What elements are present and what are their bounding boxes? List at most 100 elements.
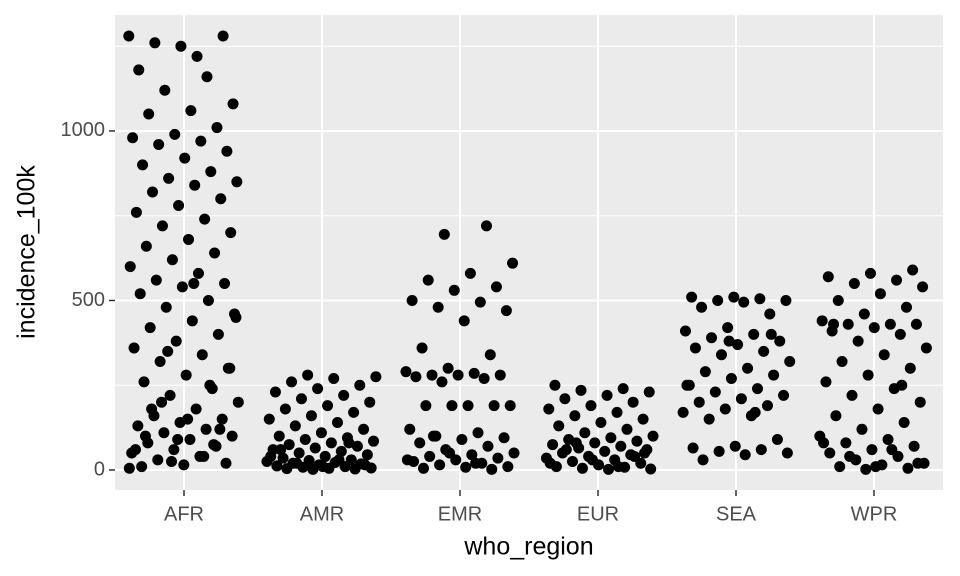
point	[414, 437, 426, 449]
point	[723, 335, 735, 347]
point	[842, 318, 854, 330]
point	[697, 454, 709, 466]
point	[136, 461, 148, 473]
point	[830, 410, 842, 422]
point	[154, 356, 166, 368]
point	[281, 463, 293, 475]
point	[852, 335, 864, 347]
point	[560, 444, 572, 456]
point	[226, 430, 238, 442]
point	[283, 439, 295, 451]
point	[544, 457, 556, 469]
point	[615, 440, 627, 452]
point	[912, 457, 924, 469]
point	[504, 400, 516, 412]
point	[361, 449, 373, 461]
point	[302, 369, 314, 381]
point	[404, 423, 416, 435]
point	[781, 447, 793, 459]
point	[359, 459, 371, 471]
point	[547, 439, 559, 451]
point	[543, 403, 555, 415]
point	[725, 372, 737, 384]
point	[722, 322, 734, 334]
point	[192, 267, 204, 279]
point	[416, 342, 428, 354]
point	[452, 369, 464, 381]
point	[140, 240, 152, 252]
point	[764, 308, 776, 320]
point	[569, 410, 581, 422]
point	[188, 278, 200, 290]
x-tick-label: AFR	[164, 503, 204, 525]
point	[567, 456, 579, 468]
point	[765, 328, 777, 340]
point	[840, 437, 852, 449]
point	[370, 371, 382, 383]
point	[348, 406, 360, 418]
point	[277, 452, 289, 464]
point	[164, 389, 176, 401]
point	[490, 281, 502, 293]
point	[191, 50, 203, 62]
point	[647, 430, 659, 442]
x-tick-label: SEA	[716, 503, 757, 525]
point	[480, 220, 492, 232]
point	[907, 264, 919, 276]
point	[123, 30, 135, 42]
point	[273, 430, 285, 442]
point	[896, 379, 908, 391]
point	[908, 440, 920, 452]
point	[706, 332, 718, 344]
point	[201, 71, 213, 83]
point	[170, 335, 182, 347]
point	[816, 315, 828, 327]
point	[219, 278, 231, 290]
point	[149, 37, 161, 49]
point	[286, 376, 298, 388]
point	[420, 400, 432, 412]
point	[599, 445, 611, 457]
point	[755, 444, 767, 456]
point	[265, 450, 277, 462]
point	[735, 393, 747, 405]
point	[401, 454, 413, 466]
point	[295, 393, 307, 405]
point	[147, 186, 159, 198]
panel	[115, 15, 943, 490]
point	[214, 423, 226, 435]
point	[275, 444, 287, 456]
y-axis-title: incidence_100k	[13, 165, 41, 339]
point	[200, 423, 212, 435]
point	[891, 274, 903, 286]
point	[715, 349, 727, 361]
point	[436, 376, 448, 388]
point	[232, 396, 244, 408]
point	[173, 200, 185, 212]
x-tick-label: EMR	[438, 503, 482, 525]
point	[728, 291, 740, 303]
point	[211, 122, 223, 134]
point	[904, 362, 916, 374]
points	[123, 30, 932, 475]
point	[627, 396, 639, 408]
point	[462, 400, 474, 412]
point	[184, 433, 196, 445]
point	[910, 318, 922, 330]
point	[215, 193, 227, 205]
point	[742, 362, 754, 374]
y-tick-label: 500	[72, 289, 105, 311]
point	[263, 413, 275, 425]
point	[500, 305, 512, 317]
point	[328, 372, 340, 384]
point	[279, 403, 291, 415]
point	[335, 445, 347, 457]
point	[130, 206, 142, 218]
point	[603, 463, 615, 475]
point	[156, 220, 168, 232]
point	[198, 450, 210, 462]
point	[175, 40, 187, 52]
point	[153, 139, 165, 151]
point	[696, 301, 708, 313]
point	[230, 311, 242, 323]
